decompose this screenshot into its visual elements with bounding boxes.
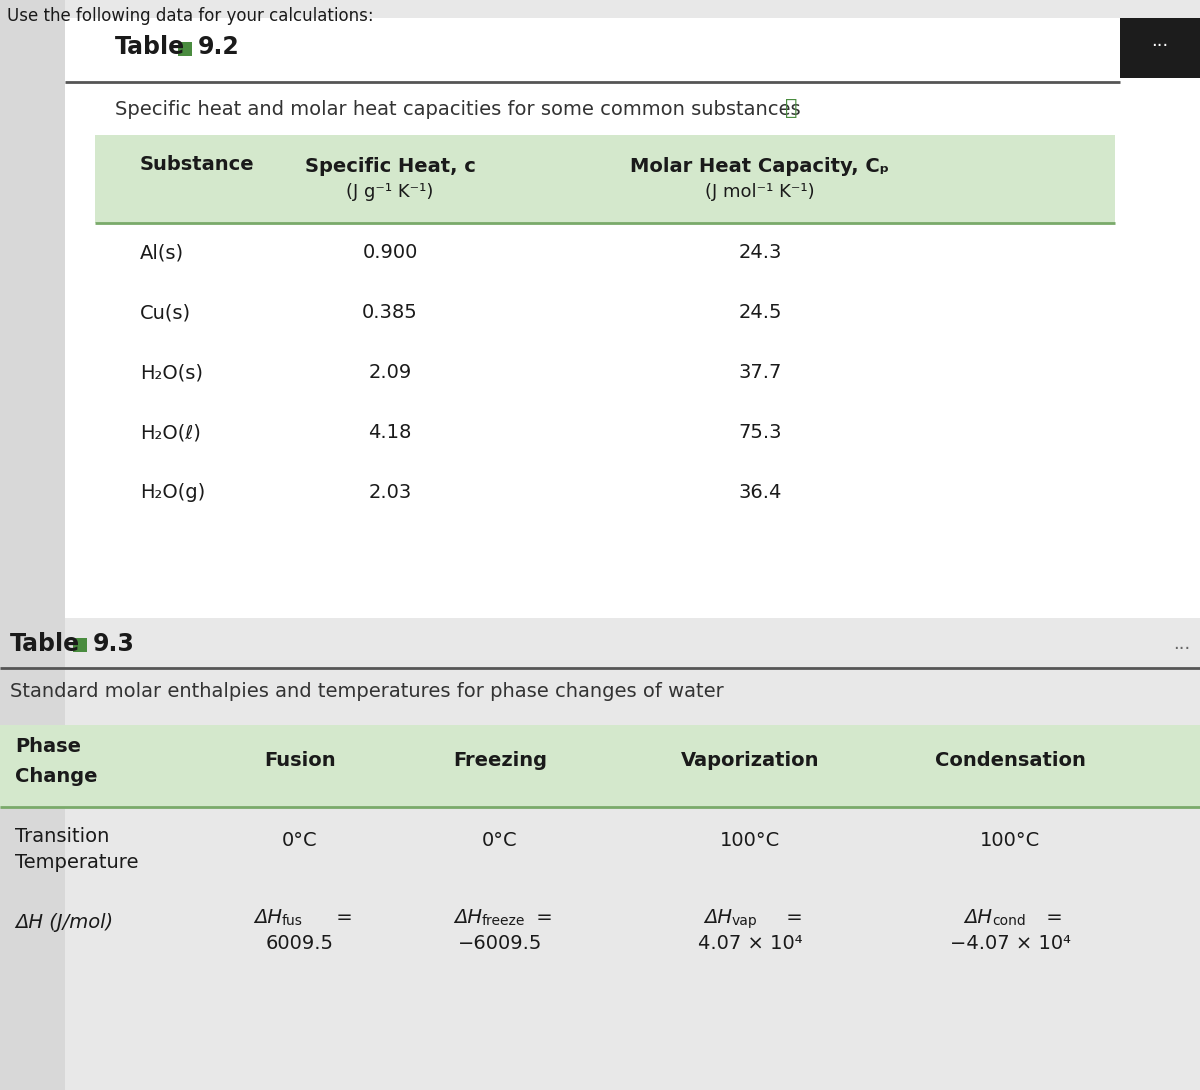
Text: 9.2: 9.2 [198, 35, 240, 59]
Bar [0, 725, 1200, 807]
Text: ...: ... [1151, 32, 1169, 50]
Text: H₂O(s): H₂O(s) [140, 363, 203, 383]
Text: 24.3: 24.3 [738, 243, 781, 263]
Text: 4.18: 4.18 [368, 424, 412, 443]
Text: cond: cond [992, 915, 1026, 928]
Text: Al(s): Al(s) [140, 243, 184, 263]
Text: 2.03: 2.03 [368, 484, 412, 502]
Text: ΔH: ΔH [254, 908, 282, 926]
Text: freeze: freeze [482, 915, 526, 928]
Text: Use the following data for your calculations:: Use the following data for your calculat… [7, 7, 373, 25]
Bar [95, 135, 1115, 223]
Text: H₂O(ℓ): H₂O(ℓ) [140, 424, 200, 443]
Text: =: = [330, 908, 353, 926]
Text: Molar Heat Capacity, Cₚ: Molar Heat Capacity, Cₚ [630, 157, 889, 175]
Text: 36.4: 36.4 [738, 484, 781, 502]
Text: Freezing: Freezing [454, 751, 547, 770]
Text: Condensation: Condensation [935, 751, 1086, 770]
Text: 75.3: 75.3 [738, 424, 781, 443]
Text: =: = [1040, 908, 1063, 926]
Text: ΔH: ΔH [704, 908, 732, 926]
Text: 0.900: 0.900 [362, 243, 418, 263]
Text: (J mol⁻¹ K⁻¹): (J mol⁻¹ K⁻¹) [706, 183, 815, 201]
Text: Transition: Transition [14, 827, 109, 846]
Bar [178, 43, 192, 56]
Text: −4.07 × 10⁴: −4.07 × 10⁴ [949, 934, 1070, 953]
Text: Specific Heat, c: Specific Heat, c [305, 157, 475, 175]
Text: 100°C: 100°C [720, 831, 780, 849]
Text: fus: fus [282, 915, 302, 928]
Text: 24.5: 24.5 [738, 303, 781, 323]
Text: (J g⁻¹ K⁻¹): (J g⁻¹ K⁻¹) [347, 183, 433, 201]
Text: 37.7: 37.7 [738, 363, 781, 383]
Text: Phase: Phase [14, 737, 82, 756]
Text: =: = [530, 908, 553, 926]
Bar [65, 19, 1200, 618]
Text: H₂O(g): H₂O(g) [140, 484, 205, 502]
Text: 0°C: 0°C [282, 831, 318, 849]
Text: =: = [780, 908, 803, 926]
Text: 4.07 × 10⁴: 4.07 × 10⁴ [697, 934, 803, 953]
Text: Substance: Substance [140, 156, 254, 174]
Text: ⓘ: ⓘ [785, 98, 798, 118]
Text: Specific heat and molar heat capacities for some common substances: Specific heat and molar heat capacities … [115, 100, 800, 119]
Bar [0, 650, 65, 1090]
Text: ΔH (J/mol): ΔH (J/mol) [14, 912, 113, 932]
Text: Temperature: Temperature [14, 853, 138, 872]
Bar [73, 638, 88, 652]
Text: vap: vap [732, 915, 757, 928]
Text: Change: Change [14, 767, 97, 786]
Text: 0°C: 0°C [482, 831, 518, 849]
Text: Table: Table [115, 35, 185, 59]
Text: Cu(s): Cu(s) [140, 303, 191, 323]
Text: 6009.5: 6009.5 [266, 934, 334, 953]
Text: Vaporization: Vaporization [680, 751, 820, 770]
Text: Table: Table [10, 632, 80, 656]
Text: ΔH: ΔH [454, 908, 482, 926]
Text: Fusion: Fusion [264, 751, 336, 770]
Text: ΔH: ΔH [964, 908, 992, 926]
Text: 9.3: 9.3 [94, 632, 134, 656]
Text: Standard molar enthalpies and temperatures for phase changes of water: Standard molar enthalpies and temperatur… [10, 682, 724, 701]
Text: 100°C: 100°C [980, 831, 1040, 849]
Text: 0.385: 0.385 [362, 303, 418, 323]
Text: ...: ... [1172, 635, 1190, 653]
Text: 2.09: 2.09 [368, 363, 412, 383]
Bar [1120, 19, 1200, 78]
Text: −6009.5: −6009.5 [458, 934, 542, 953]
Bar [0, 0, 65, 1090]
